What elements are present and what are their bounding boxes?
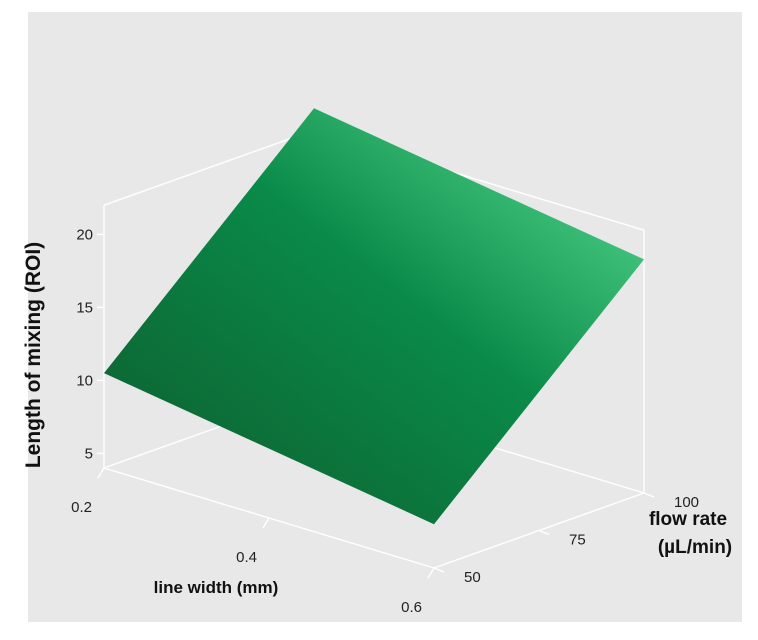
y-axis-title: flow rate bbox=[649, 509, 727, 530]
tick-marks bbox=[97, 233, 655, 579]
y-axis-unit: (µL/min) bbox=[658, 537, 732, 558]
x-tick-mark bbox=[262, 517, 270, 529]
y-tick-mark bbox=[538, 529, 550, 536]
x-tick-mark bbox=[97, 467, 105, 479]
z-tick-label: 20 bbox=[76, 226, 93, 243]
y-tick-mark bbox=[643, 492, 655, 498]
z-axis-title: Length of mixing (ROI) bbox=[22, 242, 45, 468]
y-tick-mark bbox=[433, 567, 445, 573]
z-tick-label: 15 bbox=[76, 299, 93, 316]
x-tick-label: 0.6 bbox=[401, 599, 422, 616]
y-tick-label: 100 bbox=[674, 494, 699, 511]
x-axis-title: line width (mm) bbox=[154, 578, 279, 597]
z-tick-label: 5 bbox=[85, 445, 93, 462]
top-edge-left bbox=[103, 129, 315, 206]
tick-labels: 5 10 15 20 0.2 0.4 0.6 50 75 100 bbox=[71, 226, 699, 616]
y-tick-label: 75 bbox=[569, 532, 586, 549]
x-tick-label: 0.4 bbox=[236, 549, 257, 566]
x-tick-label: 0.2 bbox=[71, 499, 92, 516]
y-tick-label: 50 bbox=[464, 569, 481, 586]
response-surface bbox=[104, 108, 644, 525]
x-tick-mark bbox=[427, 567, 435, 579]
z-tick-label: 10 bbox=[76, 372, 93, 389]
